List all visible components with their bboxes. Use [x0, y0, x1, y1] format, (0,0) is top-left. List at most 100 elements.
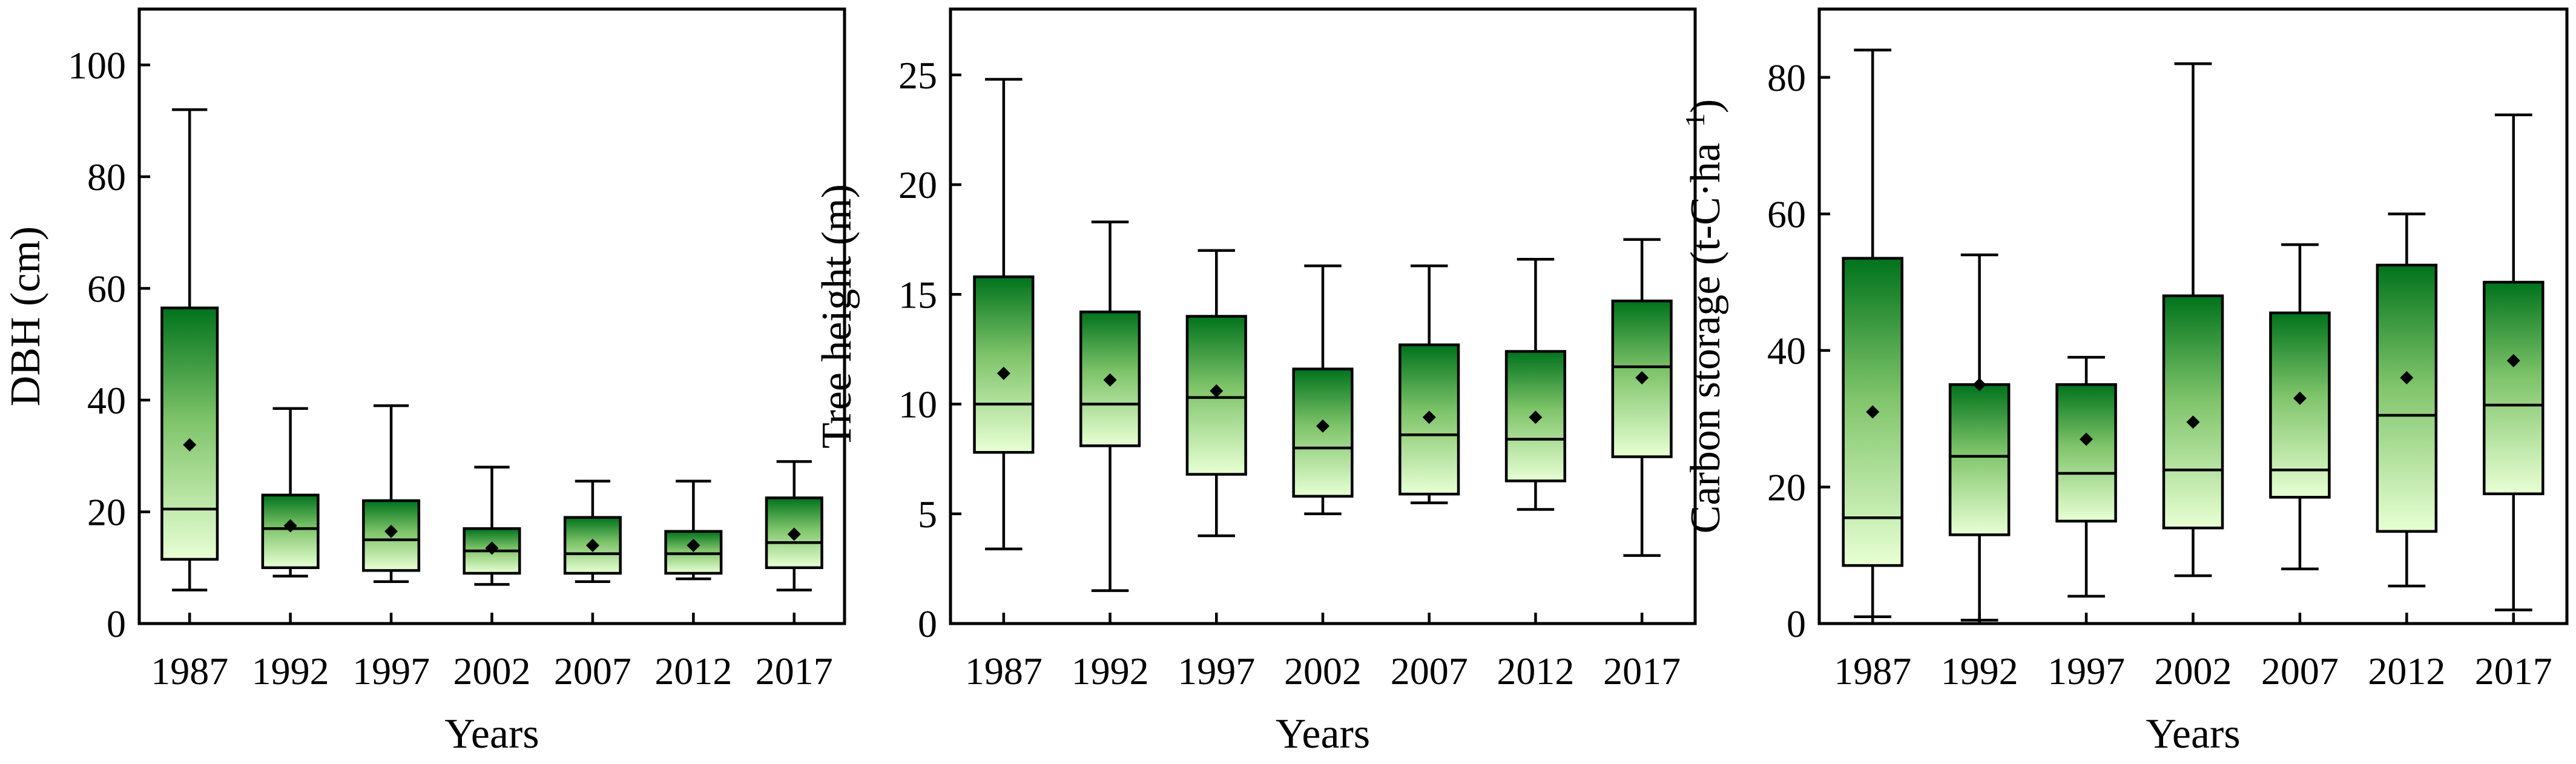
- y-tick-label: 80: [87, 156, 126, 199]
- box-2017: [1611, 238, 1673, 557]
- x-tick-label: 2017: [1603, 650, 1681, 693]
- y-tick-label: 40: [1767, 329, 1806, 372]
- x-tick-label: 2017: [756, 650, 833, 693]
- mean-marker: [283, 519, 297, 533]
- box-2017: [765, 460, 823, 591]
- x-tick-label: 2012: [1497, 650, 1574, 693]
- mean-marker: [2400, 371, 2414, 384]
- y-tick-label: 100: [68, 44, 126, 87]
- x-axis-label: Years: [1276, 711, 1370, 757]
- box-2012: [1504, 258, 1567, 511]
- mean-marker: [2186, 415, 2200, 429]
- box-1987: [973, 77, 1035, 550]
- y-tick-label: 20: [87, 490, 126, 533]
- mean-marker: [1103, 373, 1117, 387]
- mean-marker: [2293, 391, 2307, 405]
- box-1992: [261, 407, 320, 578]
- x-tick-label: 2007: [1391, 650, 1468, 693]
- x-axis-label: Years: [2146, 711, 2240, 757]
- x-tick-label: 1997: [352, 650, 430, 693]
- y-axis-label: Tree height (m): [814, 184, 860, 449]
- box-2007: [2269, 243, 2331, 571]
- iqr-box: [2055, 383, 2117, 523]
- mean-marker: [1422, 410, 1436, 424]
- box-2002: [1292, 264, 1354, 515]
- y-tick-label: 60: [1767, 193, 1806, 235]
- box-1987: [1842, 48, 1903, 618]
- box-2007: [1398, 264, 1460, 504]
- x-tick-label: 2002: [453, 650, 531, 693]
- y-tick-label: 5: [918, 493, 937, 536]
- box-2007: [563, 479, 622, 584]
- iqr-box: [664, 530, 723, 575]
- mean-marker: [787, 527, 801, 541]
- y-tick-label: 10: [898, 383, 937, 426]
- chart-panel-3: 0 20 40 60 80 1987 1992 1997 2002 2007 2012 2017 Yea…: [1679, 7, 2569, 757]
- box-1987: [160, 108, 219, 591]
- mean-marker: [1529, 410, 1543, 424]
- box-1997: [2055, 355, 2117, 598]
- x-tick-label: 2002: [1284, 650, 1362, 693]
- mean-marker: [1316, 419, 1329, 433]
- mean-marker: [183, 438, 197, 452]
- x-tick-label: 1992: [1941, 650, 2018, 693]
- mean-marker: [585, 538, 599, 552]
- iqr-box: [2376, 263, 2438, 533]
- y-tick-label: 25: [898, 54, 937, 97]
- box-2002: [2162, 62, 2224, 578]
- chart-panel-1: 0 20 40 60 80 100 1987 1992 1997 2002 2007 2012 2017…: [2, 7, 846, 757]
- x-tick-label: 2017: [2475, 650, 2552, 693]
- y-tick-label: 0: [107, 602, 126, 645]
- y-tick-label: 15: [898, 273, 937, 316]
- mean-marker: [2506, 354, 2520, 367]
- x-tick-label: 1997: [1178, 650, 1255, 693]
- x-tick-label: 2007: [554, 650, 631, 693]
- iqr-box: [2269, 311, 2331, 499]
- mean-marker: [1635, 371, 1649, 384]
- x-tick-label: 1987: [965, 650, 1043, 693]
- y-tick-label: 20: [898, 163, 937, 206]
- x-axis-label: Years: [444, 711, 539, 757]
- x-tick-label: 2012: [2368, 650, 2445, 693]
- x-tick-label: 1987: [151, 650, 228, 693]
- mean-marker: [1866, 405, 1880, 419]
- y-tick-label: 0: [918, 602, 937, 645]
- iqr-box: [2483, 280, 2545, 495]
- iqr-box: [1948, 383, 2011, 536]
- y-tick-label: 80: [1767, 56, 1806, 99]
- box-1992: [1079, 220, 1141, 592]
- box-1992: [1948, 253, 2011, 622]
- chart-panel-2: 0 5 10 15 20 25 1987 1992 1997 2002 2007 2012 2017 Ye…: [814, 7, 1697, 757]
- mean-marker: [2080, 432, 2093, 446]
- box-2017: [2483, 113, 2545, 611]
- mean-marker: [485, 541, 499, 555]
- mean-marker: [1972, 378, 1986, 392]
- y-axis-label: DBH (cm): [2, 226, 49, 406]
- x-tick-label: 2002: [2155, 650, 2232, 693]
- iqr-box: [1292, 367, 1354, 498]
- x-tick-label: 1992: [1072, 650, 1149, 693]
- box-2012: [2376, 212, 2438, 588]
- x-tick-label: 2007: [2261, 650, 2339, 693]
- x-tick-label: 2012: [654, 650, 732, 693]
- box-2012: [664, 479, 723, 581]
- mean-marker: [687, 538, 700, 552]
- y-axis-label: Carbon storage (t-C·ha−1): [1679, 99, 1730, 534]
- x-tick-label: 1987: [1834, 650, 1911, 693]
- iqr-box: [973, 275, 1035, 454]
- box-1997: [1185, 249, 1247, 538]
- iqr-box: [160, 306, 219, 561]
- mean-marker: [384, 524, 398, 538]
- x-tick-label: 1992: [252, 650, 329, 693]
- y-tick-label: 40: [87, 379, 126, 422]
- y-tick-label: 20: [1767, 466, 1806, 509]
- mean-marker: [996, 366, 1010, 380]
- box-1997: [362, 404, 421, 584]
- x-tick-label: 1997: [2047, 650, 2125, 693]
- mean-marker: [1210, 384, 1224, 398]
- iqr-box: [2162, 294, 2224, 530]
- y-tick-label: 60: [87, 267, 126, 310]
- box-2002: [463, 466, 521, 586]
- y-tick-label: 0: [1787, 602, 1806, 645]
